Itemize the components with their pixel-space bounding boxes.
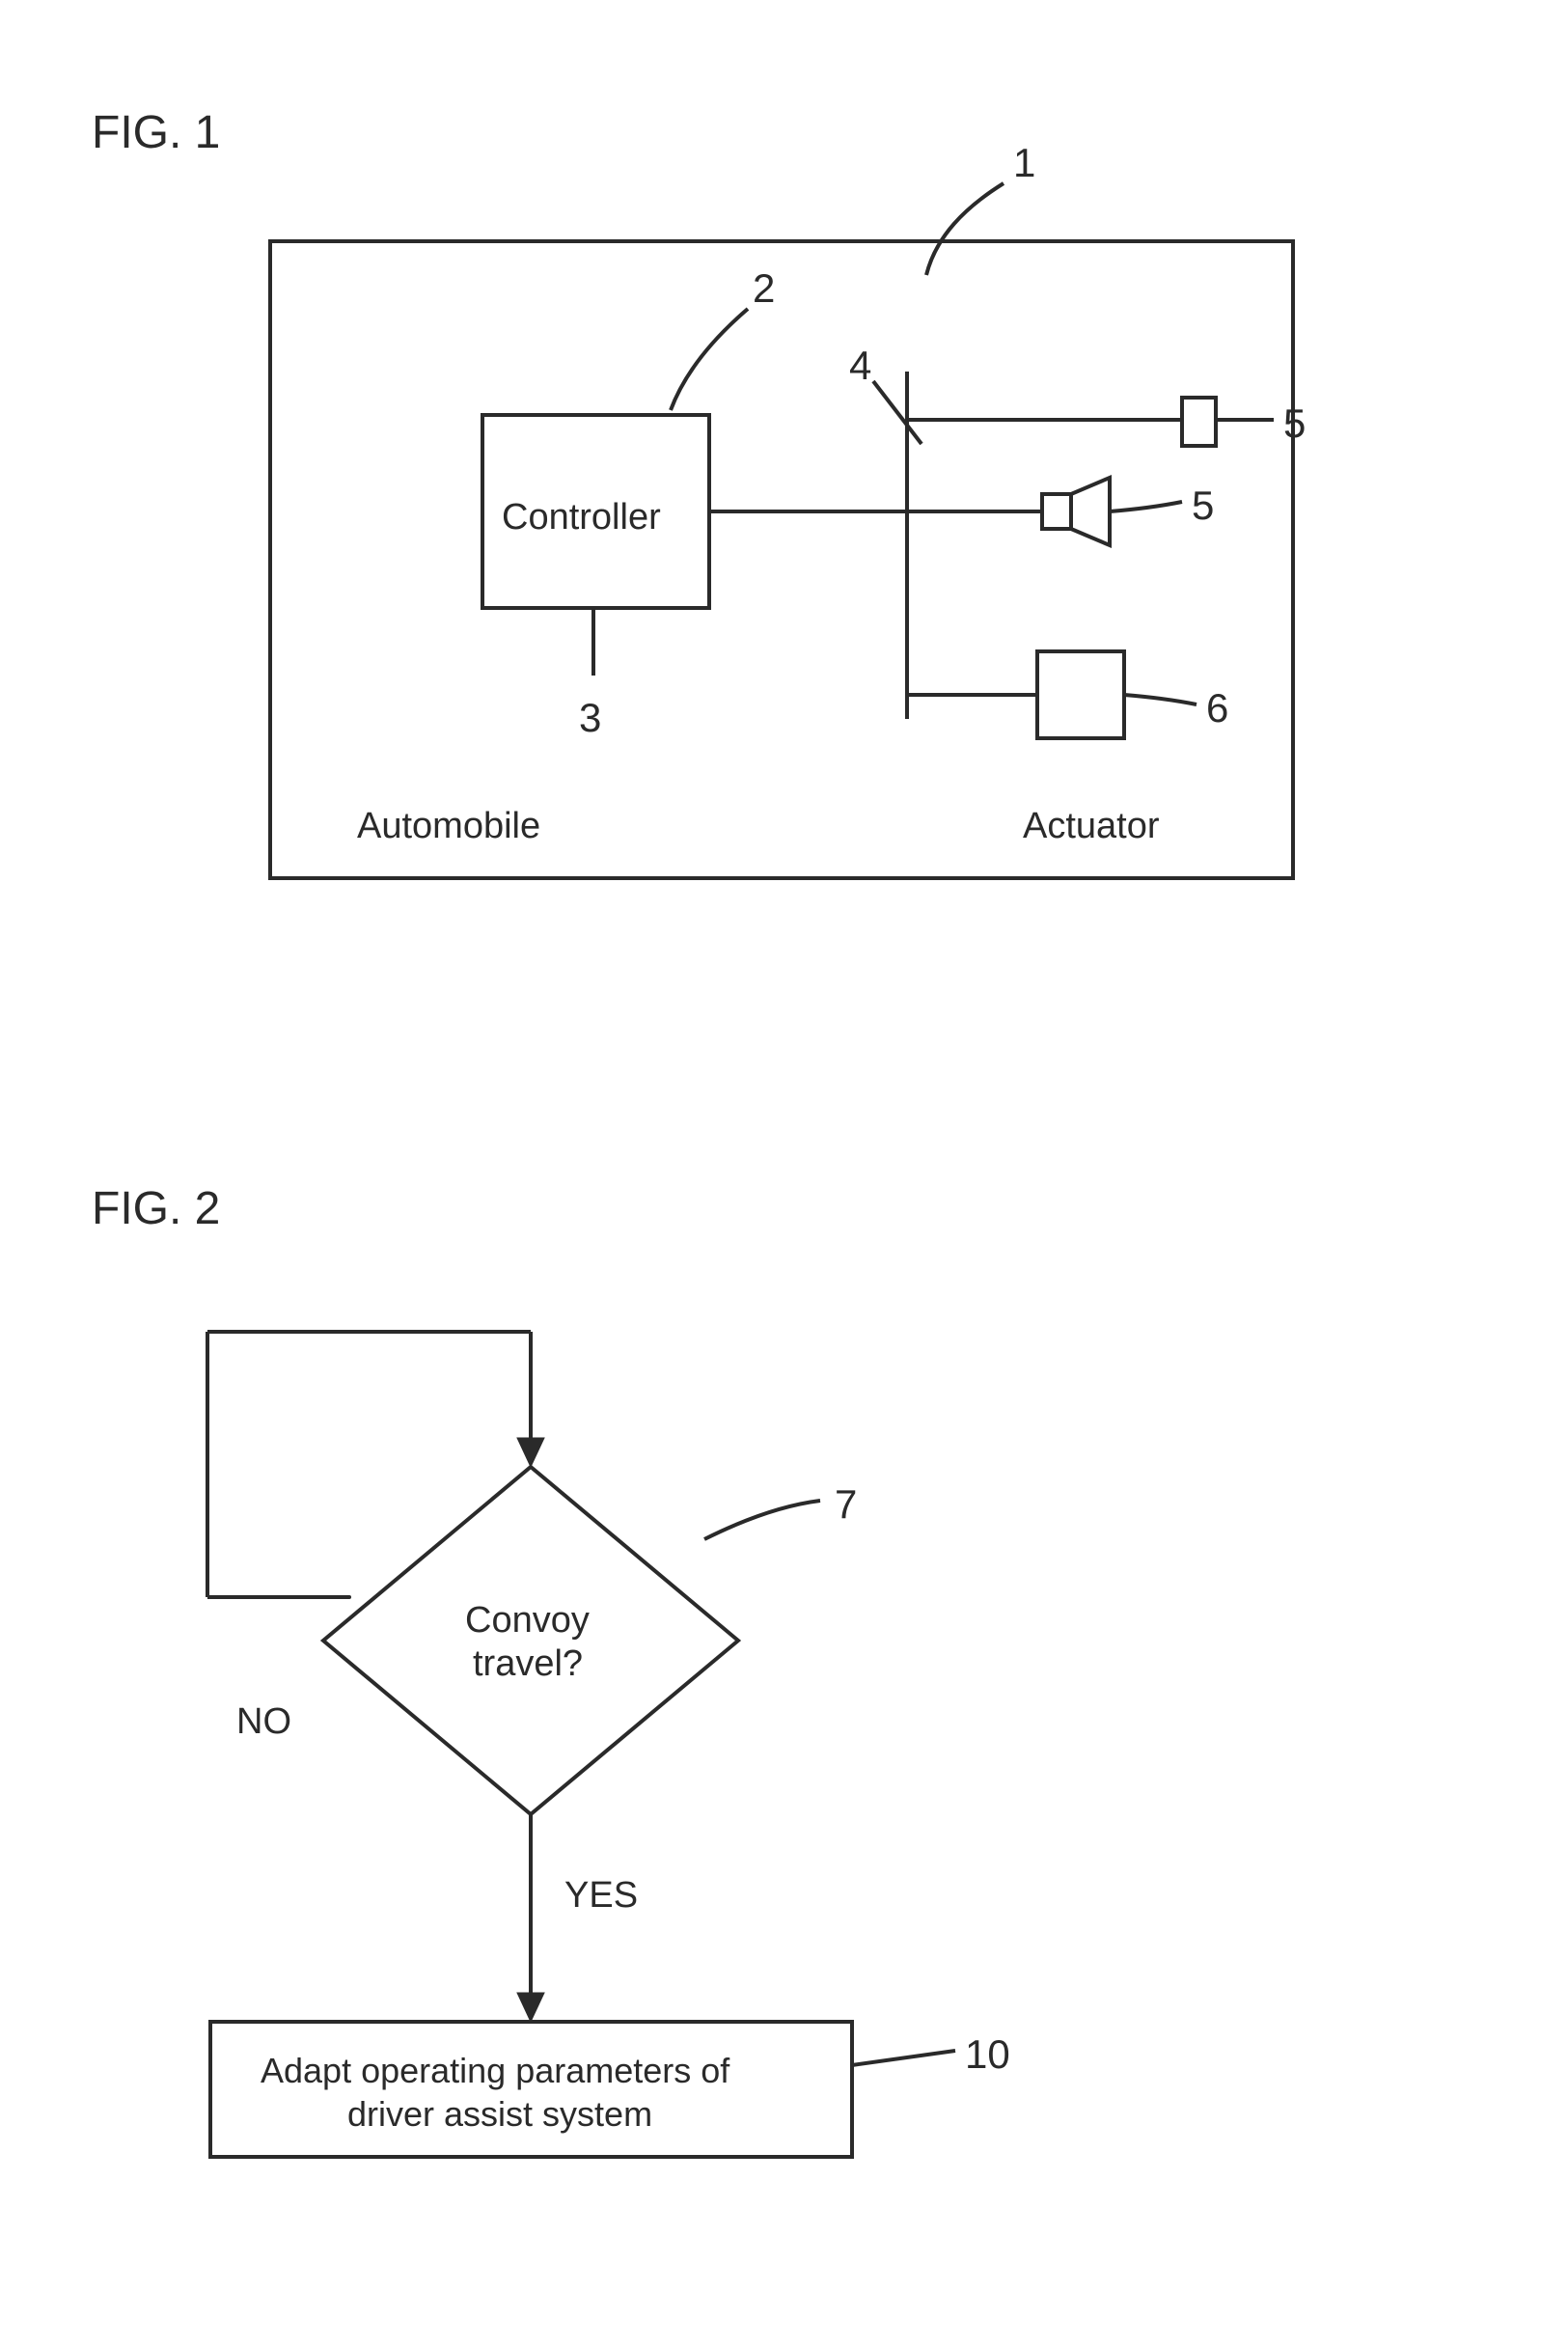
fig2-group	[207, 1332, 955, 2157]
diagram-svg	[0, 0, 1568, 2346]
fig1-group	[270, 183, 1293, 878]
